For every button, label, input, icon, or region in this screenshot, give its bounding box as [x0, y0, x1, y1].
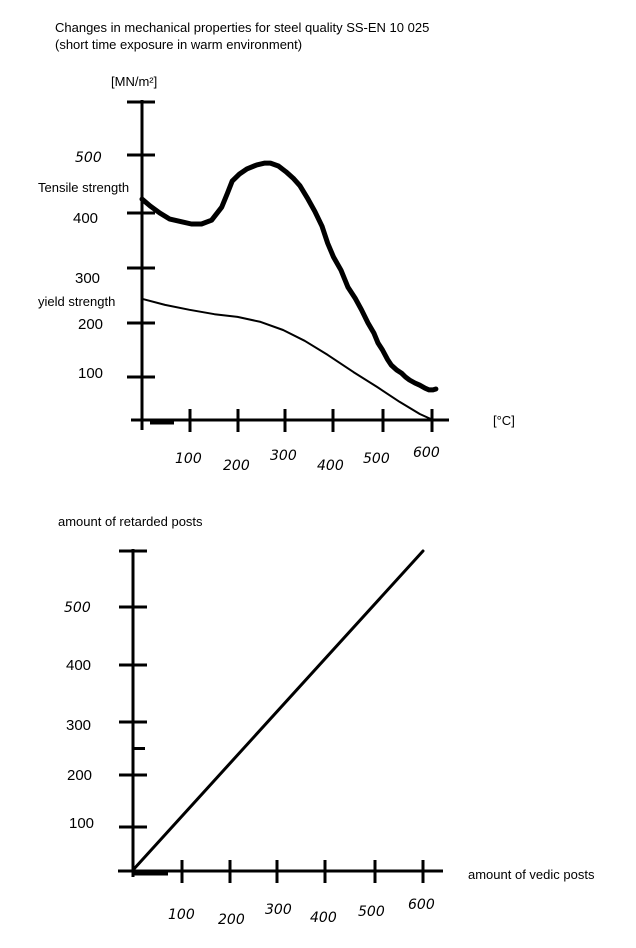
- yield-strength-curve: [141, 297, 434, 421]
- bottom-x-tick-label: 400: [310, 910, 337, 926]
- top-y-tick-label: 200: [78, 316, 104, 333]
- bottom-y-tick-label: 200: [67, 767, 93, 784]
- top-x-tick-label: 100: [175, 451, 202, 467]
- tensile-strength-series-label: Tensile strength: [38, 180, 130, 195]
- top-y-tick-label: 100: [78, 365, 104, 382]
- bottom-y-tick-label: 300: [66, 717, 92, 734]
- top-y-tick-label: 500: [75, 150, 102, 166]
- chart-title-line1: Changes in mechanical properties for ste…: [55, 20, 430, 35]
- top-chart-y-axis-unit: [MN/m²]: [111, 74, 158, 89]
- bottom-x-tick-label: 100: [168, 907, 195, 923]
- top-y-tick-label: 400: [73, 210, 99, 227]
- top-y-tick-label: 300: [75, 270, 101, 287]
- bottom-x-tick-label: 600: [408, 897, 435, 913]
- top-chart-x-axis-unit: [°C]: [493, 413, 515, 428]
- bottom-y-tick-label: 100: [69, 815, 95, 832]
- bottom-chart-y-axis-label: amount of retarded posts: [58, 514, 203, 529]
- bottom-x-tick-label: 300: [265, 902, 292, 918]
- top-x-tick-label: 200: [223, 458, 250, 474]
- top-x-tick-label: 400: [317, 458, 344, 474]
- top-x-tick-label: 500: [363, 451, 390, 467]
- chart-title-line2: (short time exposure in warm environment…: [55, 37, 303, 52]
- yield-strength-series-label: yield strength: [38, 294, 116, 309]
- top-x-tick-label: 300: [270, 448, 297, 464]
- bottom-x-tick-label: 500: [358, 904, 385, 920]
- identity-line-curve: [131, 549, 425, 872]
- bottom-chart-x-axis-label: amount of vedic posts: [468, 867, 595, 882]
- bottom-x-tick-label: 200: [218, 912, 245, 928]
- top-x-tick-label: 600: [413, 445, 440, 461]
- bottom-y-tick-label: 500: [64, 600, 91, 616]
- bottom-y-tick-label: 400: [66, 657, 92, 674]
- tensile-strength-curve: [139, 160, 439, 393]
